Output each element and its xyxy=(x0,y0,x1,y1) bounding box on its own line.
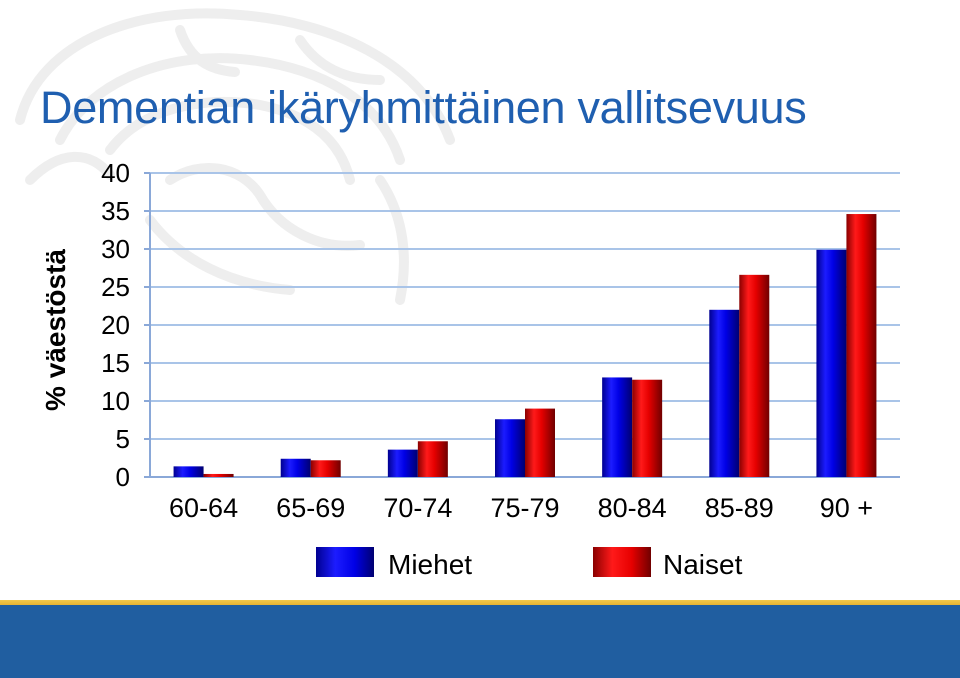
bar-women xyxy=(525,408,555,477)
page-title: Dementian ikäryhmittäinen vallitsevuus xyxy=(40,82,807,133)
bar-men xyxy=(709,309,740,477)
legend-label-men: Miehet xyxy=(388,549,473,580)
bar-men xyxy=(816,249,847,477)
y-tick-label: 10 xyxy=(101,386,130,416)
y-tick-label: 35 xyxy=(101,196,130,226)
x-tick-label: 60-64 xyxy=(169,493,238,523)
x-tick-label: 65-69 xyxy=(276,493,345,523)
bar-men xyxy=(387,449,418,477)
bar-men xyxy=(602,377,633,477)
y-tick-label: 15 xyxy=(101,348,130,378)
x-tick-label: 75-79 xyxy=(490,493,559,523)
y-tick-label: 25 xyxy=(101,272,130,302)
legend-label-women: Naiset xyxy=(663,549,743,580)
footer-bar xyxy=(0,605,960,678)
y-tick-label: 20 xyxy=(101,310,130,340)
y-tick-label: 30 xyxy=(101,234,130,264)
bar-men xyxy=(280,458,311,477)
y-tick-label: 5 xyxy=(116,424,130,454)
bar-men xyxy=(495,419,525,477)
bar-chart: 0 5 10 15 20 25 30 35 40 60-64 65-69 70-74 75-79 80-… xyxy=(101,158,900,523)
x-tick-label: 85-89 xyxy=(705,493,774,523)
bar-women xyxy=(846,214,877,478)
bar-men xyxy=(173,466,204,477)
bar-women xyxy=(203,473,234,477)
bar-women xyxy=(310,460,341,477)
y-tick-label: 40 xyxy=(101,158,130,188)
bar-women xyxy=(739,274,770,477)
x-tick-label: 90 + xyxy=(820,493,873,523)
x-tick-label: 70-74 xyxy=(383,493,452,523)
footer-stripe xyxy=(0,600,960,605)
legend-swatch-women xyxy=(593,547,651,577)
bar-women xyxy=(632,379,663,477)
legend-swatch-men xyxy=(316,547,374,577)
y-tick-label: 0 xyxy=(116,462,130,492)
x-tick-label: 80-84 xyxy=(598,493,667,523)
bar-women xyxy=(417,441,448,477)
